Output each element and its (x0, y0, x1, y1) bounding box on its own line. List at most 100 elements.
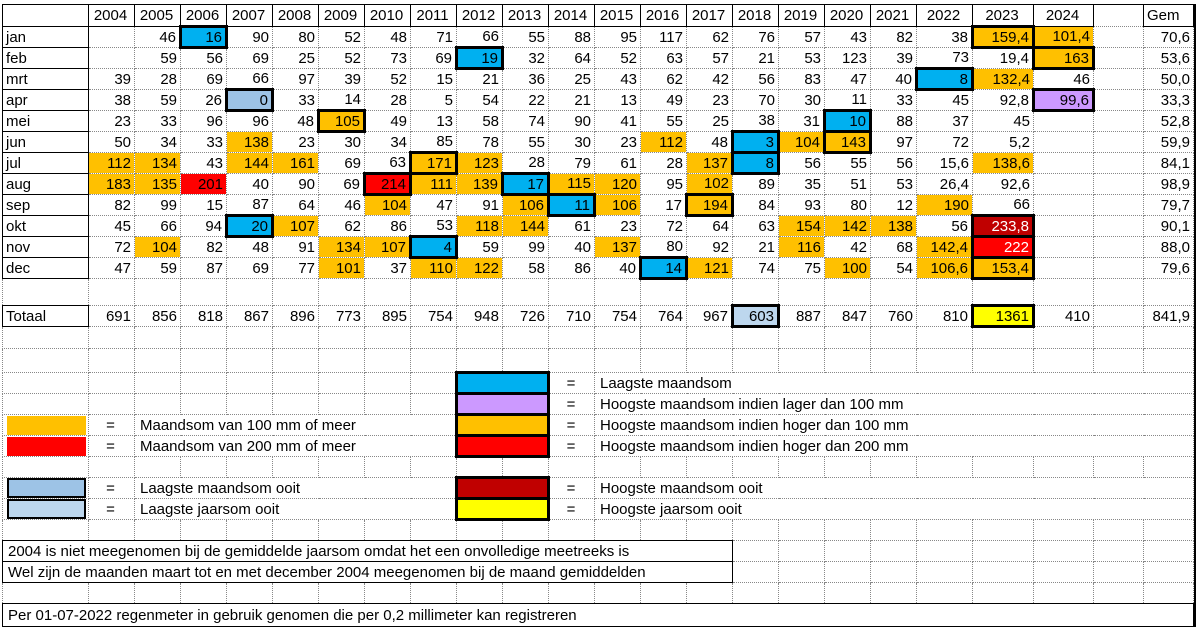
data-cell[interactable]: 55 (824, 152, 871, 174)
data-cell[interactable]: 54 (456, 89, 503, 111)
empty-cell[interactable] (640, 456, 687, 478)
empty-cell[interactable] (272, 393, 319, 415)
empty-cell[interactable] (456, 326, 503, 349)
data-cell[interactable]: 58 (502, 257, 549, 279)
data-cell[interactable]: 56 (870, 152, 917, 174)
empty-cell[interactable] (824, 456, 871, 478)
data-cell[interactable]: 117 (640, 26, 687, 48)
legend-swatch-purple[interactable] (455, 392, 550, 416)
data-cell[interactable]: 26,4 (916, 173, 973, 195)
data-cell[interactable]: 14 (639, 256, 688, 280)
gem-cell[interactable]: 59,9 (1143, 131, 1194, 153)
empty-cell[interactable] (686, 519, 733, 541)
data-cell[interactable]: 86 (364, 215, 411, 237)
empty-cell[interactable] (2, 372, 89, 394)
data-cell[interactable]: 190 (916, 194, 973, 216)
year-header[interactable]: 2016 (640, 4, 687, 27)
data-cell[interactable] (1033, 215, 1094, 237)
empty-cell[interactable] (226, 582, 273, 604)
data-cell[interactable]: 66 (226, 68, 273, 90)
empty-cell[interactable] (2, 278, 89, 306)
data-cell[interactable]: 90 (226, 26, 273, 48)
data-cell[interactable]: 21 (732, 47, 779, 69)
data-cell[interactable]: 61 (594, 152, 641, 174)
data-cell[interactable]: 28 (502, 152, 549, 174)
empty-cell[interactable] (1093, 540, 1144, 562)
month-label[interactable]: okt (2, 215, 89, 237)
data-cell[interactable]: 16 (179, 25, 228, 49)
data-cell[interactable]: 79 (548, 152, 595, 174)
data-cell[interactable]: 43 (824, 26, 871, 48)
empty-cell[interactable] (916, 519, 973, 541)
data-cell[interactable]: 22 (502, 89, 549, 111)
empty-cell[interactable] (870, 326, 917, 349)
data-cell[interactable]: 50 (88, 131, 135, 153)
empty-cell[interactable] (410, 582, 457, 604)
data-cell[interactable]: 99,6 (1032, 88, 1095, 112)
empty-cell[interactable] (502, 278, 549, 306)
data-cell[interactable]: 82 (870, 26, 917, 48)
empty-cell[interactable] (870, 582, 917, 604)
data-cell[interactable]: 52 (318, 26, 365, 48)
empty-cell[interactable] (732, 561, 779, 583)
data-cell[interactable]: 38 (88, 89, 135, 111)
data-cell[interactable]: 95 (594, 26, 641, 48)
data-cell[interactable]: 46 (1033, 68, 1094, 90)
data-cell[interactable]: 56 (778, 152, 825, 174)
data-cell[interactable]: 59 (134, 89, 181, 111)
empty-cell[interactable] (870, 540, 917, 562)
data-cell[interactable]: 118 (456, 215, 503, 237)
gem-cell[interactable]: 33,3 (1143, 89, 1194, 111)
empty-cell[interactable] (2, 393, 89, 415)
empty-cell[interactable] (318, 348, 365, 373)
empty-cell[interactable] (88, 348, 135, 373)
empty-cell[interactable] (732, 326, 779, 349)
empty-cell[interactable] (686, 456, 733, 478)
total-cell[interactable]: 847 (824, 305, 871, 327)
data-cell[interactable]: 104 (778, 131, 825, 153)
empty-cell[interactable] (2, 456, 89, 478)
empty-cell[interactable] (1093, 561, 1144, 583)
total-cell[interactable]: 764 (640, 305, 687, 327)
empty-cell[interactable] (548, 278, 595, 306)
empty-cell[interactable] (226, 456, 273, 478)
data-cell[interactable]: 92 (686, 236, 733, 258)
data-cell[interactable]: 163 (1032, 46, 1095, 70)
data-cell[interactable]: 13 (410, 110, 457, 132)
data-cell[interactable]: 63 (640, 47, 687, 69)
data-cell[interactable] (1033, 110, 1094, 132)
empty-cell[interactable] (88, 278, 135, 306)
data-cell[interactable]: 40 (594, 257, 641, 279)
data-cell[interactable]: 39 (88, 68, 135, 90)
total-cell[interactable]: 754 (594, 305, 641, 327)
empty-cell[interactable] (594, 519, 641, 541)
data-cell[interactable]: 0 (225, 88, 274, 112)
data-cell[interactable]: 101 (318, 257, 365, 279)
total-cell[interactable]: 726 (502, 305, 549, 327)
gem-cell[interactable]: 841,9 (1143, 305, 1194, 327)
empty-cell[interactable] (1033, 582, 1094, 604)
empty-cell[interactable] (870, 348, 917, 373)
data-cell[interactable]: 183 (88, 173, 135, 195)
total-cell[interactable]: 1361 (971, 304, 1035, 328)
data-cell[interactable]: 54 (870, 257, 917, 279)
empty-cell[interactable] (1143, 348, 1194, 373)
empty-cell[interactable] (88, 372, 135, 394)
data-cell[interactable]: 111 (410, 173, 457, 195)
legend-swatch-darkred[interactable] (455, 476, 550, 500)
data-cell[interactable]: 135 (134, 173, 181, 195)
legend-swatch-cell[interactable] (2, 477, 89, 499)
year-header[interactable]: 2011 (410, 4, 457, 27)
data-cell[interactable]: 82 (88, 194, 135, 216)
data-cell[interactable]: 86 (548, 257, 595, 279)
data-cell[interactable]: 57 (686, 47, 733, 69)
empty-cell[interactable] (410, 278, 457, 306)
total-cell[interactable]: 754 (410, 305, 457, 327)
data-cell[interactable]: 56 (916, 215, 973, 237)
data-cell[interactable]: 69 (318, 152, 365, 174)
data-cell[interactable]: 21 (456, 68, 503, 90)
gem-cell[interactable]: 53,6 (1143, 47, 1194, 69)
data-cell[interactable]: 100 (824, 257, 871, 279)
data-cell[interactable]: 122 (456, 257, 503, 279)
empty-cell[interactable] (824, 278, 871, 306)
